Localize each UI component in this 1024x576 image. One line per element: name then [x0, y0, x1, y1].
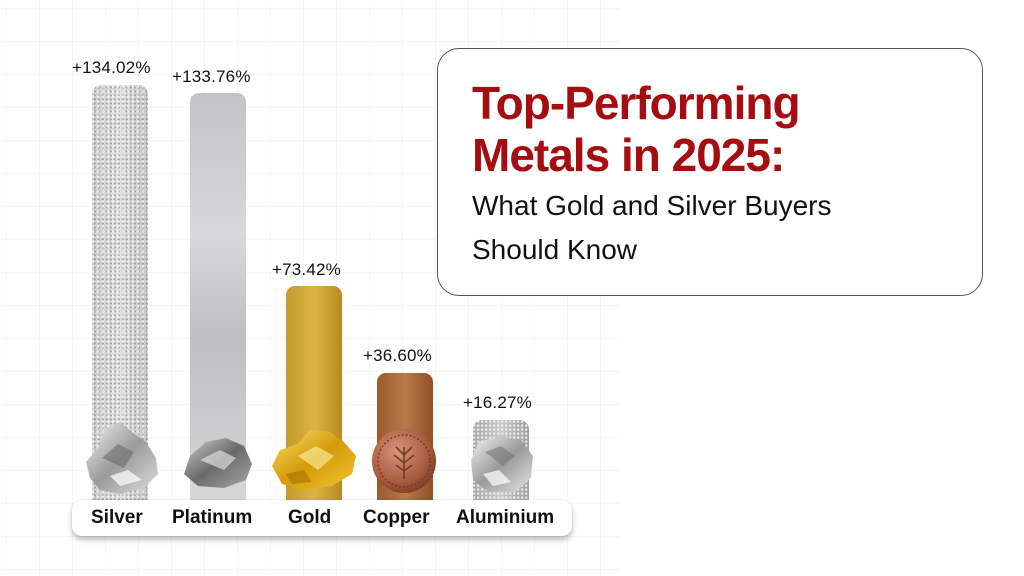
title-line-1: Top-Performing: [472, 77, 801, 129]
category-label-aluminium: Aluminium: [456, 507, 555, 528]
category-label-platinum: Platinum: [172, 507, 253, 528]
value-label-gold: +73.42%: [272, 260, 341, 279]
subtitle-line-2: Should Know: [472, 234, 638, 265]
value-label-platinum: +133.76%: [172, 67, 251, 86]
title-card: Top-Performing Metals in 2025: What Gold…: [437, 48, 983, 296]
subtitle-line-1: What Gold and Silver Buyers: [472, 190, 832, 221]
value-label-aluminium: +16.27%: [463, 393, 532, 412]
platinum-nugget-icon: [184, 438, 252, 488]
gold-nugget-icon: [272, 430, 356, 490]
bar-platinum: [190, 93, 246, 500]
silver-nugget-icon: [86, 422, 158, 494]
category-label-silver: Silver: [91, 507, 143, 528]
title-line-2: Metals in 2025:: [472, 129, 785, 181]
aluminium-foil-icon: [471, 436, 533, 492]
value-label-silver: +134.02%: [72, 58, 151, 77]
value-label-copper: +36.60%: [363, 346, 432, 365]
copper-coin-icon: [372, 429, 436, 493]
category-label-gold: Gold: [288, 507, 332, 528]
category-label-bar: [72, 500, 572, 536]
category-label-copper: Copper: [363, 507, 430, 528]
